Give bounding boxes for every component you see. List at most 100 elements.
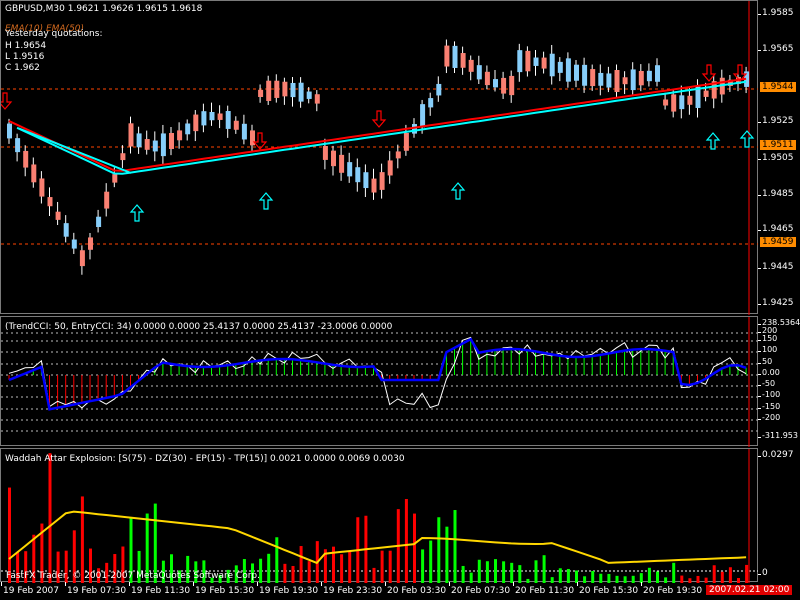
waddah-indicator-pane[interactable]: Waddah Attar Explosion: [S(75) - DZ(30) … xyxy=(0,448,759,583)
candle-body xyxy=(614,69,620,92)
waddah-bar xyxy=(518,565,522,583)
candle-body xyxy=(47,197,53,207)
cci-scale-label: 238.5364 xyxy=(757,318,800,327)
waddah-bar xyxy=(413,513,416,583)
candle-body xyxy=(428,98,434,108)
candle-body xyxy=(347,162,353,177)
waddah-bar xyxy=(80,496,84,583)
waddah-bar xyxy=(526,578,530,583)
waddah-bar xyxy=(153,503,157,583)
waddah-bar xyxy=(32,534,36,583)
waddah-bar xyxy=(469,572,473,583)
candle-body xyxy=(395,151,401,159)
price-header: GBPUSD,M30 1.9621 1.9626 1.9615 1.9618 xyxy=(5,4,203,14)
waddah-bar xyxy=(210,577,214,583)
waddah-chart[interactable] xyxy=(1,449,759,583)
candle-body xyxy=(250,130,255,146)
candle-body xyxy=(298,82,304,102)
waddah-bar xyxy=(631,575,635,583)
waddah-bar xyxy=(461,565,465,583)
waddah-bar xyxy=(566,568,570,583)
signal-arrow-icon xyxy=(705,132,721,150)
candle-body xyxy=(258,89,264,97)
time-label: 19 Feb 11:30 xyxy=(128,582,191,596)
waddah-bar xyxy=(477,559,481,583)
waddah-bar xyxy=(615,575,619,583)
cci-scale-label: 100 xyxy=(757,345,778,354)
waddah-bar xyxy=(340,554,344,583)
candle-body xyxy=(217,113,223,120)
waddah-bar xyxy=(550,577,554,583)
waddah-bar xyxy=(656,571,659,583)
candle-body xyxy=(630,69,636,91)
cci-scale: 238.5364 200 150 100 50 0.00 -50 -100 -1… xyxy=(757,316,800,446)
waddah-bar xyxy=(218,574,222,583)
time-label: 19 Feb 07:30 xyxy=(64,582,127,596)
time-label: 20 Feb 19:30 xyxy=(640,582,703,596)
cci-scale-label: 0.00 xyxy=(758,368,780,377)
waddah-bar xyxy=(404,499,408,583)
candle-body xyxy=(233,120,239,130)
waddah-bar xyxy=(510,562,514,583)
waddah-bar xyxy=(259,558,263,583)
candle-body xyxy=(104,191,110,209)
waddah-bar xyxy=(712,565,716,583)
price-scale-label: 1.9525 xyxy=(758,116,794,126)
candle-body xyxy=(574,64,579,81)
cci-scale-label: -311.953 xyxy=(758,431,798,440)
waddah-bar xyxy=(745,564,749,583)
candle-body xyxy=(314,94,320,104)
waddah-bar xyxy=(429,540,433,583)
candle-body xyxy=(549,53,555,77)
candle-body xyxy=(15,138,21,153)
waddah-bar xyxy=(8,487,11,583)
waddah-bar xyxy=(283,563,287,583)
candle-body xyxy=(88,237,93,250)
yesterday-low: L 1.9516 xyxy=(5,52,45,62)
cci-chart[interactable] xyxy=(1,317,759,447)
waddah-bar xyxy=(137,550,141,583)
waddah-bar xyxy=(437,517,441,583)
signal-arrow-icon xyxy=(1,92,13,110)
level-tag: 1.9459 xyxy=(760,237,796,247)
candle-body xyxy=(363,172,369,189)
waddah-bar xyxy=(129,518,133,583)
trend-cci-line xyxy=(8,337,747,411)
cci-scale-label: 50 xyxy=(757,357,773,366)
time-axis: 19 Feb 2007 19 Feb 07:30 19 Feb 11:30 19… xyxy=(0,582,800,600)
waddah-bar xyxy=(348,550,352,583)
price-chart[interactable] xyxy=(1,1,759,315)
waddah-bar xyxy=(161,560,165,583)
price-scale-label: 1.9425 xyxy=(758,298,794,308)
candle-body xyxy=(290,82,296,98)
waddah-bar xyxy=(639,573,643,583)
signal-arrow-icon xyxy=(739,130,755,148)
candle-body xyxy=(646,70,652,82)
price-chart-pane[interactable]: GBPUSD,M30 1.9621 1.9626 1.9615 1.9618 E… xyxy=(0,0,759,315)
candle-body xyxy=(436,83,442,96)
candle-body xyxy=(517,50,523,73)
candle-body xyxy=(412,124,417,134)
cci-scale-label: -100 xyxy=(757,390,781,399)
candle-body xyxy=(322,146,328,160)
candle-body xyxy=(331,150,336,167)
waddah-bar xyxy=(113,554,117,583)
waddah-bar xyxy=(16,552,20,583)
waddah-bar xyxy=(267,553,271,583)
time-label: 19 Feb 15:30 xyxy=(192,582,255,596)
candle-body xyxy=(23,150,29,168)
candle-body xyxy=(598,72,604,86)
explosion-line xyxy=(8,510,747,565)
waddah-bar xyxy=(453,510,457,583)
price-scale-label: 1.9565 xyxy=(758,44,794,54)
waddah-bar xyxy=(202,560,206,583)
candle-body xyxy=(493,79,498,88)
waddah-bar xyxy=(194,561,198,583)
time-label: 20 Feb 11:30 xyxy=(512,582,575,596)
waddah-scale: 0.0297 0 xyxy=(758,448,800,582)
candle-body xyxy=(468,59,474,72)
yesterday-high: H 1.9654 xyxy=(5,41,47,51)
cci-indicator-pane[interactable]: (TrendCCI: 50, EntryCCI: 34) 0.0000 0.00… xyxy=(0,316,759,447)
cci-scale-label: -50 xyxy=(757,379,776,388)
cci-scale-label: 200 xyxy=(757,326,778,335)
